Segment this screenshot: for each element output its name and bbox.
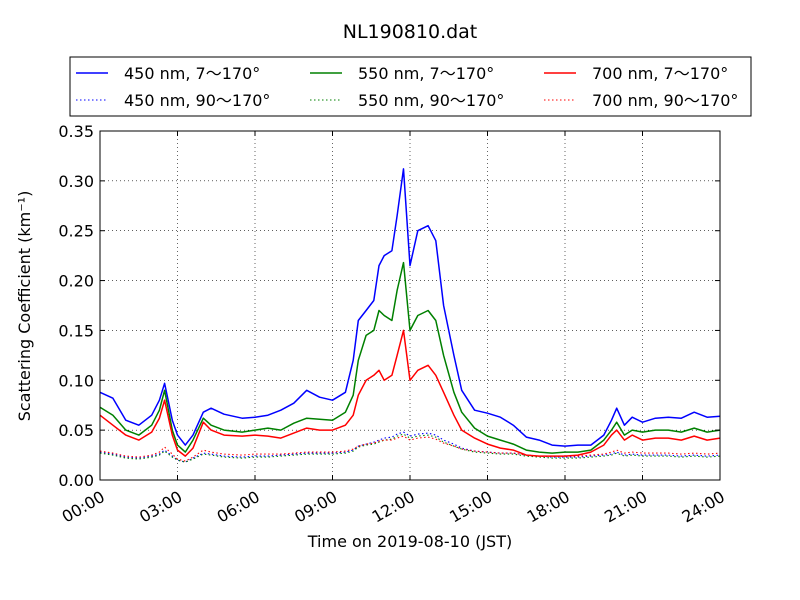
y-tick-label: 0.25 [58,222,94,241]
y-tick-label: 0.30 [58,172,94,191]
legend-label: 700 nm, 7～170° [592,64,728,83]
y-tick-label: 0.35 [58,122,94,141]
y-axis-ticks: 0.00 0.05 0.10 0.15 0.20 0.25 0.30 0.35 [58,122,720,490]
y-tick-label: 0.05 [58,421,94,440]
series-lines [99,168,721,463]
series-line [99,431,721,463]
legend-label: 450 nm, 90～170° [124,91,270,110]
series-line [99,168,721,447]
chart-title: NL190810.dat [343,21,478,43]
legend-label: 700 nm, 90～170° [592,91,738,110]
legend-label: 550 nm, 90～170° [358,91,504,110]
y-tick-label: 0.20 [58,272,94,291]
series-line [99,261,721,454]
x-axis-label: Time on 2019-08-10 (JST) [307,532,512,551]
y-tick-label: 0.10 [58,371,94,390]
legend-label: 450 nm, 7～170° [124,64,260,83]
y-tick-label: 0.00 [58,471,94,490]
y-axis-label: Scattering Coefficient (km⁻¹) [15,191,34,422]
series-line [99,433,721,463]
y-tick-label: 0.15 [58,321,94,340]
legend-label: 550 nm, 7～170° [358,64,494,83]
legend-entries: 450 nm, 7～170° 550 nm, 7～170° 700 nm, 7～17… [76,64,738,110]
legend-box [69,56,752,117]
series-line [99,329,721,457]
